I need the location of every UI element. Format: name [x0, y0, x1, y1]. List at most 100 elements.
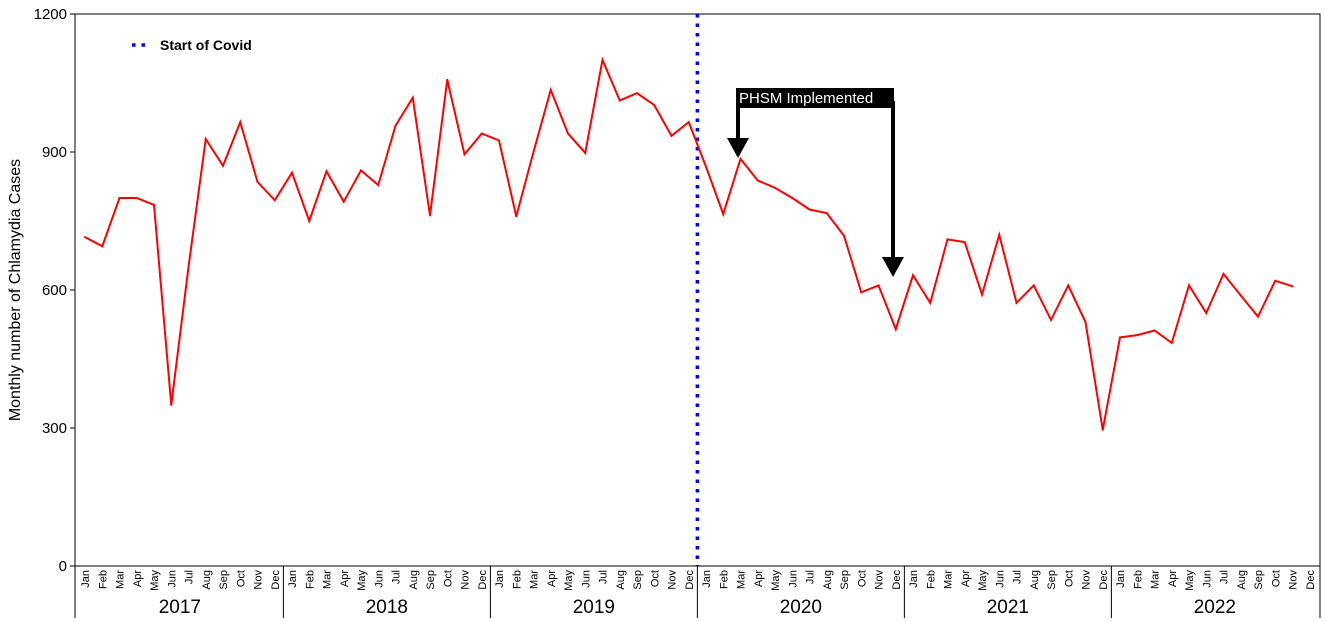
data-point [273, 199, 276, 202]
data-point [618, 99, 621, 102]
month-tick-label: Jun [580, 570, 592, 588]
month-tick-label: Apr [339, 570, 351, 587]
arrow-head-dec-2020 [882, 257, 904, 277]
month-tick-label: Dec [1305, 570, 1317, 590]
month-tick-label: Oct [856, 570, 868, 587]
data-point [480, 132, 483, 135]
data-point [222, 164, 224, 167]
data-point [498, 139, 500, 142]
month-tick-label: Mar [736, 570, 748, 589]
month-tick-label: Jul [1012, 570, 1024, 584]
data-point [1067, 284, 1070, 287]
data-point [549, 88, 552, 91]
month-tick-label: Jan [494, 570, 506, 588]
data-point [394, 124, 397, 127]
month-tick-label: Apr [1167, 570, 1179, 587]
month-tick-label: Jan [80, 570, 92, 588]
data-point [342, 200, 345, 203]
data-point [756, 179, 759, 182]
month-tick-label: Mar [943, 570, 955, 589]
month-tick-label: Jan [287, 570, 299, 588]
month-tick-label: Oct [442, 570, 454, 587]
data-point [360, 169, 362, 172]
data-point [1050, 318, 1052, 321]
month-tick-label: Apr [753, 570, 765, 587]
data-point [567, 132, 569, 135]
data-point [1291, 285, 1294, 288]
month-tick-label: Jan [908, 570, 920, 588]
month-tick-label: Feb [718, 570, 730, 589]
data-point [1188, 284, 1190, 287]
data-point [153, 203, 155, 206]
month-tick-label: Nov [667, 570, 679, 590]
month-tick-label: Dec [1098, 570, 1110, 590]
data-point [636, 92, 638, 95]
month-tick-label: Mar [529, 570, 541, 589]
year-label: 2019 [573, 597, 615, 618]
data-point [1170, 341, 1173, 344]
month-tick-label: Dec [477, 570, 489, 590]
data-point [377, 184, 380, 187]
data-point [877, 284, 880, 287]
data-point [101, 245, 104, 248]
month-tick-label: Jul [598, 570, 610, 584]
y-tick-label: 1200 [34, 6, 67, 23]
y-tick-label: 300 [42, 420, 67, 437]
month-tick-label: Feb [304, 570, 316, 589]
month-tick-label: Feb [925, 570, 937, 589]
data-point [429, 214, 431, 217]
data-point [187, 266, 190, 268]
annotation-label: PHSM Implemented [739, 90, 873, 107]
data-point [912, 274, 914, 277]
data-point [325, 170, 328, 173]
month-tick-label: Jun [1201, 570, 1213, 588]
month-tick-label: Oct [649, 570, 661, 587]
data-point [601, 59, 604, 61]
x-axis: Jan Feb Mar Apr May Jun Jul Aug Sep Oct Nov Dec Jan F… [74, 566, 1321, 618]
month-tick-label: Oct [235, 570, 247, 587]
month-tick-label: Jul [1219, 570, 1231, 584]
annotation-label-bg [736, 88, 894, 108]
month-tick-label: Aug [1236, 570, 1248, 590]
y-tick-label: 600 [42, 282, 67, 299]
data-point [239, 121, 242, 124]
data-point [411, 96, 414, 99]
data-point [774, 186, 776, 189]
data-point [1084, 321, 1087, 324]
data-point [825, 212, 828, 215]
month-tick-label: May [563, 570, 575, 591]
data-point [1205, 312, 1208, 314]
month-tick-label: Aug [408, 570, 420, 590]
data-point [1015, 301, 1018, 304]
data-point [1153, 329, 1156, 332]
data-point [308, 220, 311, 222]
month-tick-label: May [356, 570, 368, 591]
data-point [998, 233, 1001, 236]
arrow-head-mar-2020 [727, 138, 749, 158]
data-point [1101, 428, 1104, 431]
month-tick-label: Sep [1253, 570, 1265, 590]
month-tick-label: Aug [822, 570, 834, 590]
data-point [584, 151, 587, 154]
data-point [1119, 336, 1121, 339]
data-point [1032, 284, 1035, 287]
month-tick-label: Apr [960, 570, 972, 587]
month-tick-label: Jun [994, 570, 1006, 588]
data-point [532, 151, 535, 153]
data-point [118, 197, 121, 199]
month-tick-label: Jun [373, 570, 385, 588]
year-label: 2021 [987, 597, 1029, 618]
data-point [722, 213, 725, 216]
data-point [843, 234, 845, 237]
month-tick-label: May [770, 570, 782, 591]
y-axis-title: Monthly number of Chlamydia Cases [7, 159, 24, 421]
data-point [170, 404, 173, 406]
data-point [705, 165, 707, 168]
month-tick-label: Aug [615, 570, 627, 590]
y-tick-label: 900 [42, 144, 67, 161]
month-tick-label: Sep [218, 570, 230, 590]
month-tick-label: Nov [1288, 570, 1300, 590]
data-point [1274, 279, 1277, 282]
month-tick-label: Jul [184, 570, 196, 584]
month-tick-label: Aug [1029, 570, 1041, 590]
